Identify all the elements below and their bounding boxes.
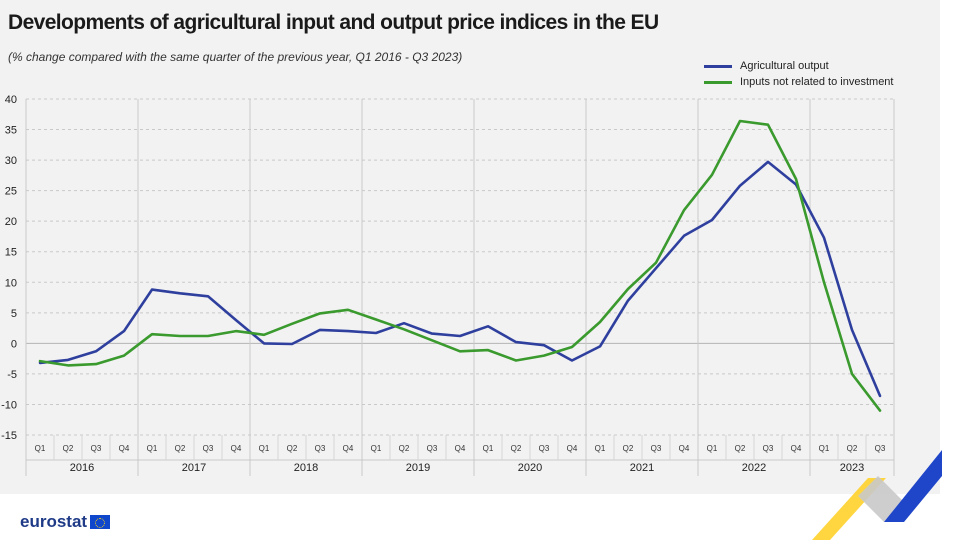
year-label: 2021 [630,462,654,474]
quarter-tick-label: Q1 [35,444,46,453]
year-label: 2019 [406,462,430,474]
quarter-tick-label: Q4 [791,444,802,453]
quarter-tick-label: Q1 [259,444,270,453]
brand-stripe-grey [858,476,904,522]
logo-text: eurostat [20,512,88,531]
chart-title: Developments of agricultural input and o… [8,11,659,34]
quarter-tick-label: Q3 [315,444,326,453]
y-tick-label: 25 [5,186,17,198]
chart-card: Developments of agricultural input and o… [0,0,940,494]
quarter-tick-label: Q4 [343,444,354,453]
quarter-tick-label: Q2 [175,444,186,453]
quarter-tick-label: Q1 [707,444,718,453]
quarter-tick-label: Q3 [427,444,438,453]
eu-flag-icon [90,515,111,529]
quarter-tick-label: Q4 [119,444,130,453]
quarter-tick-label: Q2 [623,444,634,453]
y-tick-label: 10 [5,277,17,289]
y-tick-label: -15 [1,430,17,442]
y-tick-label: -5 [7,369,17,381]
chart-subtitle: (% change compared with the same quarter… [8,50,463,64]
quarter-tick-label: Q2 [847,444,858,453]
quarter-tick-label: Q3 [91,444,102,453]
quarter-tick-label: Q1 [483,444,494,453]
quarter-tick-label: Q2 [511,444,522,453]
quarter-tick-label: Q2 [735,444,746,453]
year-label: 2022 [742,462,766,474]
series-line-inputs-not-related-to-investment [38,119,882,412]
series-line-agricultural-output [38,160,882,398]
quarter-tick-label: Q4 [567,444,578,453]
legend-label-inputs: Inputs not related to investment [740,76,894,88]
quarter-tick-label: Q3 [763,444,774,453]
y-tick-label: 20 [5,216,17,228]
y-tick-label: 30 [5,155,17,167]
quarter-tick-label: Q2 [399,444,410,453]
y-tick-label: 5 [11,308,17,320]
year-label: 2020 [518,462,542,474]
y-tick-label: 40 [5,94,17,106]
y-tick-label: 15 [5,247,17,259]
quarter-tick-label: Q4 [679,444,690,453]
brand-stripe-blue [884,450,942,522]
quarter-tick-label: Q1 [147,444,158,453]
quarter-tick-label: Q3 [203,444,214,453]
legend-item-output: Agricultural output [704,58,893,74]
y-tick-label: -10 [1,399,17,411]
chart-legend: Agricultural output Inputs not related t… [704,58,893,90]
quarter-tick-label: Q1 [595,444,606,453]
legend-label-output: Agricultural output [740,60,829,72]
quarter-tick-label: Q4 [231,444,242,453]
quarter-tick-label: Q1 [371,444,382,453]
year-label: 2023 [840,462,864,474]
quarter-tick-label: Q3 [651,444,662,453]
legend-swatch-inputs [704,80,732,84]
quarter-tick-label: Q2 [287,444,298,453]
quarter-tick-label: Q4 [455,444,466,453]
legend-swatch-output [704,64,732,68]
quarter-tick-label: Q2 [63,444,74,453]
year-label: 2017 [182,462,206,474]
eurostat-logo: eurostat [20,512,111,532]
y-tick-label: 0 [11,338,17,350]
quarter-tick-label: Q1 [819,444,830,453]
year-label: 2016 [70,462,94,474]
legend-item-inputs: Inputs not related to investment [704,74,893,90]
quarter-tick-label: Q3 [875,444,886,453]
y-tick-label: 35 [5,125,17,137]
year-label: 2018 [294,462,318,474]
quarter-tick-label: Q3 [539,444,550,453]
